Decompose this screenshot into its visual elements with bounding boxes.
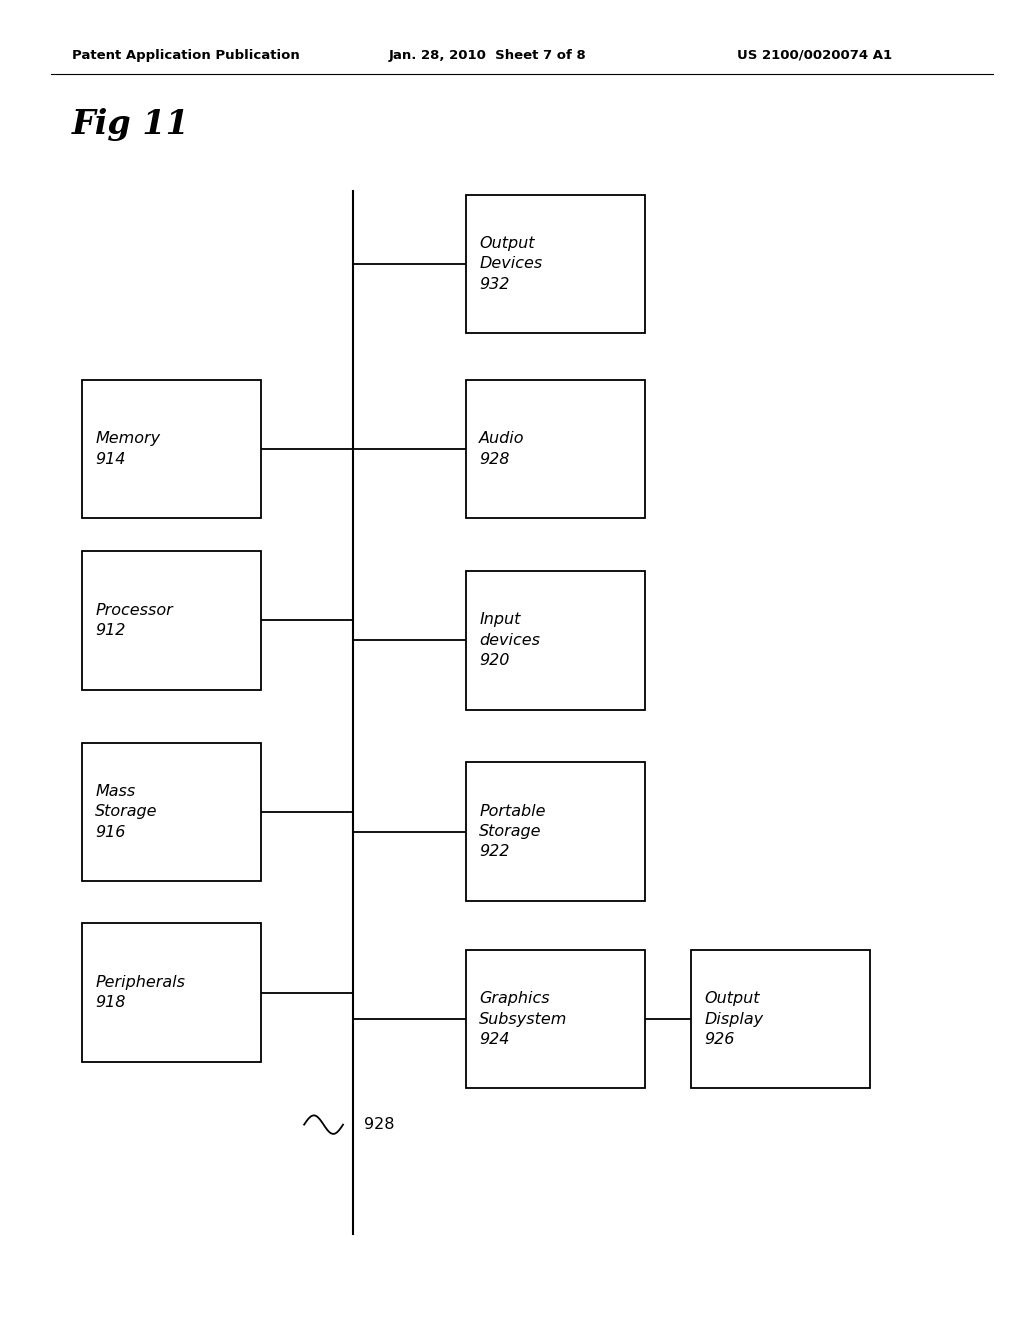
FancyBboxPatch shape	[466, 570, 645, 710]
Text: US 2100/0020074 A1: US 2100/0020074 A1	[737, 49, 892, 62]
FancyBboxPatch shape	[82, 552, 261, 689]
FancyBboxPatch shape	[82, 924, 261, 1061]
Text: Input
devices
920: Input devices 920	[479, 612, 541, 668]
FancyBboxPatch shape	[466, 763, 645, 900]
Text: Output
Display
926: Output Display 926	[705, 991, 764, 1047]
Text: Mass
Storage
916: Mass Storage 916	[95, 784, 158, 840]
Text: Memory
914: Memory 914	[95, 432, 161, 466]
Text: Portable
Storage
922: Portable Storage 922	[479, 804, 546, 859]
FancyBboxPatch shape	[466, 380, 645, 517]
Text: Output
Devices
932: Output Devices 932	[479, 236, 543, 292]
FancyBboxPatch shape	[691, 950, 870, 1088]
FancyBboxPatch shape	[82, 380, 261, 517]
Text: Audio
928: Audio 928	[479, 432, 524, 466]
Text: 928: 928	[364, 1117, 394, 1133]
Text: Jan. 28, 2010  Sheet 7 of 8: Jan. 28, 2010 Sheet 7 of 8	[389, 49, 587, 62]
Text: Patent Application Publication: Patent Application Publication	[72, 49, 299, 62]
FancyBboxPatch shape	[82, 742, 261, 882]
Text: Fig 11: Fig 11	[72, 107, 189, 140]
FancyBboxPatch shape	[466, 950, 645, 1088]
Text: Peripherals
918: Peripherals 918	[95, 975, 185, 1010]
Text: Graphics
Subsystem
924: Graphics Subsystem 924	[479, 991, 567, 1047]
Text: Processor
912: Processor 912	[95, 603, 173, 638]
FancyBboxPatch shape	[466, 195, 645, 333]
